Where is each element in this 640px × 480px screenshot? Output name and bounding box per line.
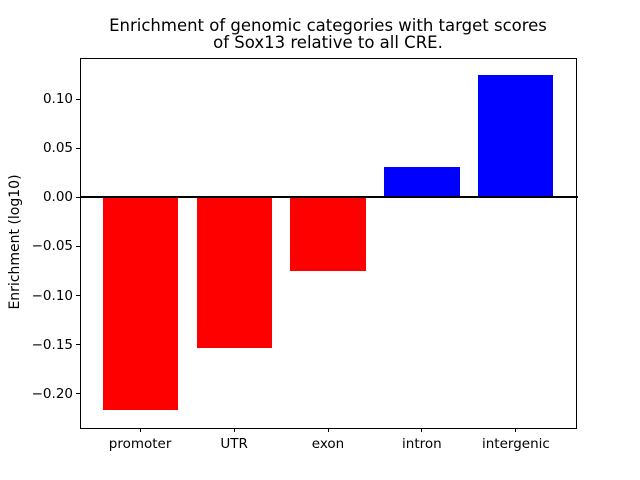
y-tick-label: −0.20 [31, 385, 73, 402]
bar-intergenic [478, 74, 554, 198]
x-tick-label-promoter: promoter [108, 436, 172, 452]
y-axis-label: Enrichment (log10) [7, 174, 23, 310]
y-tick-mark [76, 98, 80, 100]
y-tick-label: 0.05 [42, 140, 73, 157]
y-tick-mark [76, 196, 80, 198]
x-tick-label-intron: intron [402, 436, 442, 452]
bar-UTR [196, 197, 272, 349]
bar-exon [290, 197, 366, 271]
x-tick-mark [327, 428, 329, 432]
y-tick-label: 0.00 [42, 189, 73, 206]
bar-intron [384, 166, 460, 198]
zero-line [80, 196, 578, 199]
y-tick-mark [76, 393, 80, 395]
y-tick-label: −0.10 [31, 287, 73, 304]
y-tick-mark [76, 344, 80, 346]
chart-title-line-1: Enrichment of genomic categories with ta… [109, 16, 547, 35]
y-tick-label: −0.15 [31, 336, 73, 353]
x-tick-mark [515, 428, 517, 432]
x-tick-label-exon: exon [311, 436, 345, 452]
x-tick-label-intergenic: intergenic [481, 436, 550, 452]
y-tick-mark [76, 295, 80, 296]
bar-promoter [102, 197, 178, 411]
y-tick-mark [76, 147, 80, 149]
y-tick-mark [76, 245, 80, 247]
x-tick-mark [139, 428, 141, 432]
x-tick-mark [233, 428, 235, 432]
x-tick-mark [421, 428, 423, 432]
y-tick-label: 0.10 [42, 91, 73, 108]
y-tick-label: −0.05 [31, 238, 73, 255]
chart-title: Enrichment of genomic categories with ta… [80, 17, 576, 51]
x-tick-label-UTR: UTR [220, 436, 248, 452]
chart-title-line-2: of Sox13 relative to all CRE. [213, 33, 443, 52]
